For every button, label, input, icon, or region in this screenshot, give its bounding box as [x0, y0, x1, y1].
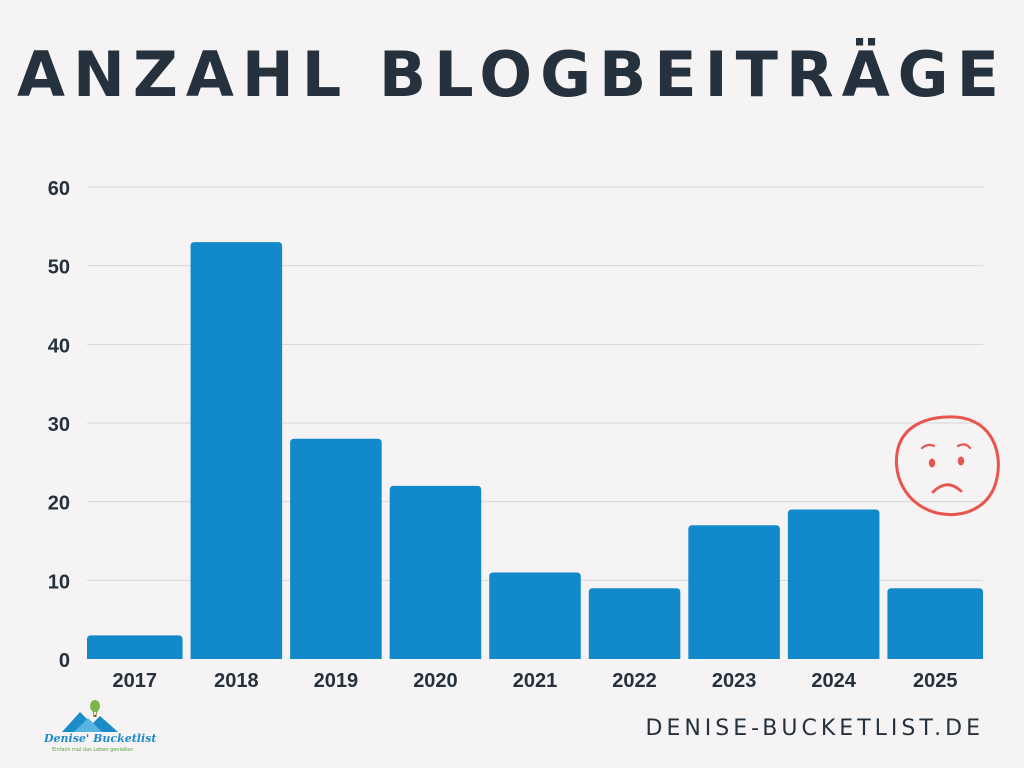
- x-tick-label: 2021: [513, 670, 558, 692]
- y-tick-label: 10: [48, 571, 70, 593]
- logo-tagline: Einfach mal das Leben genießen: [52, 747, 134, 753]
- y-tick-label: 60: [48, 178, 70, 200]
- x-tick-label: 2024: [811, 670, 856, 692]
- y-tick-label: 50: [48, 257, 70, 279]
- logo-name: Denise' Bucketlist: [44, 732, 157, 745]
- x-tick-label: 2017: [113, 670, 158, 692]
- y-tick-label: 30: [48, 414, 70, 436]
- x-tick-label: 2025: [913, 670, 958, 692]
- x-tick-label: 2020: [413, 670, 458, 692]
- x-tick-label: 2022: [612, 670, 657, 692]
- bar-2021: [489, 572, 581, 659]
- bar-2022: [588, 588, 681, 659]
- y-tick-label: 40: [48, 335, 70, 357]
- logo: Denise' Bucketlist Einfach mal das Leben…: [40, 698, 156, 758]
- y-tick-label: 20: [48, 493, 70, 515]
- bar-2025: [887, 588, 983, 659]
- sad-face-icon: [894, 415, 1000, 517]
- bar-2019: [290, 438, 382, 659]
- bar-2018: [190, 242, 283, 660]
- chart-title: ANZAHL BLOGBEITRÄGE: [17, 38, 1007, 111]
- x-tick-label: 2023: [712, 670, 757, 692]
- x-tick-label: 2018: [214, 670, 259, 692]
- y-tick-label: 0: [59, 650, 70, 672]
- bar-2017: [87, 635, 183, 659]
- x-tick-label: 2019: [314, 670, 359, 692]
- bar-2023: [688, 525, 780, 659]
- hot-air-balloon-mountains-logo-icon: [62, 700, 118, 732]
- website-url: DENISE-BUCKETLIST.DE: [645, 716, 984, 741]
- bar-2024: [787, 509, 880, 659]
- bar-2020: [389, 485, 482, 659]
